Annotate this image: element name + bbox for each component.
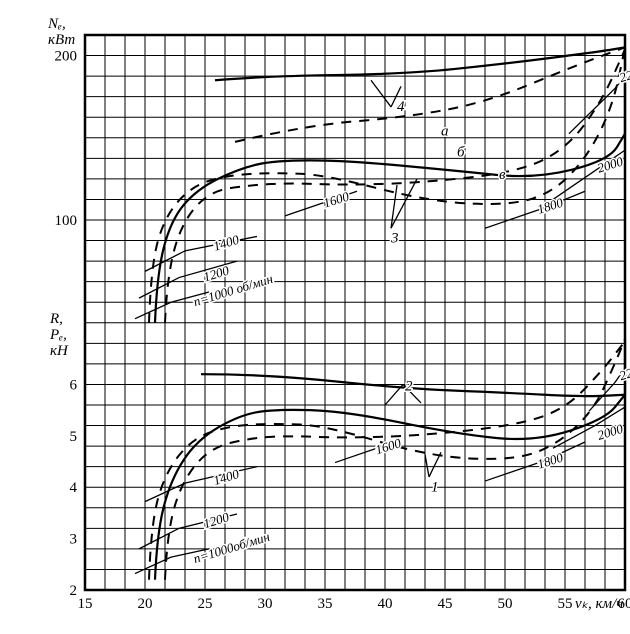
y-lower-tick: 2 [70, 583, 78, 599]
curve-label: б [457, 144, 465, 160]
curve-label: 4 [397, 99, 405, 115]
x-tick: 35 [318, 596, 333, 612]
x-tick: 50 [498, 596, 513, 612]
x-tick: 40 [378, 596, 393, 612]
chart-bg [10, 10, 630, 624]
x-tick: 45 [438, 596, 453, 612]
y-upper-label: кВт [48, 32, 75, 48]
curve-label: в [499, 167, 506, 183]
x-tick: 15 [78, 596, 93, 612]
y-upper-tick: 200 [55, 49, 78, 65]
curve-label: 1 [431, 479, 439, 495]
y-lower-tick: 3 [70, 532, 78, 548]
x-tick: 25 [198, 596, 213, 612]
x-tick: 55 [558, 596, 573, 612]
y-upper-label: Nₑ, [47, 16, 66, 32]
x-tick: 20 [138, 596, 153, 612]
y-lower-tick: 6 [70, 377, 78, 393]
y-lower-label: Pₑ, [49, 327, 67, 343]
curve-label: 2 [405, 379, 413, 395]
curve-label: 3 [390, 231, 399, 247]
y-lower-label: кН [50, 343, 69, 359]
y-lower-tick: 4 [70, 480, 78, 496]
y-lower-label: R, [49, 311, 63, 327]
x-tick: 30 [258, 596, 273, 612]
y-lower-tick: 5 [70, 429, 78, 445]
curve-label: а [441, 124, 449, 140]
y-upper-tick: 100 [55, 213, 78, 229]
x-axis-label: vₖ, км/ч [575, 596, 623, 612]
